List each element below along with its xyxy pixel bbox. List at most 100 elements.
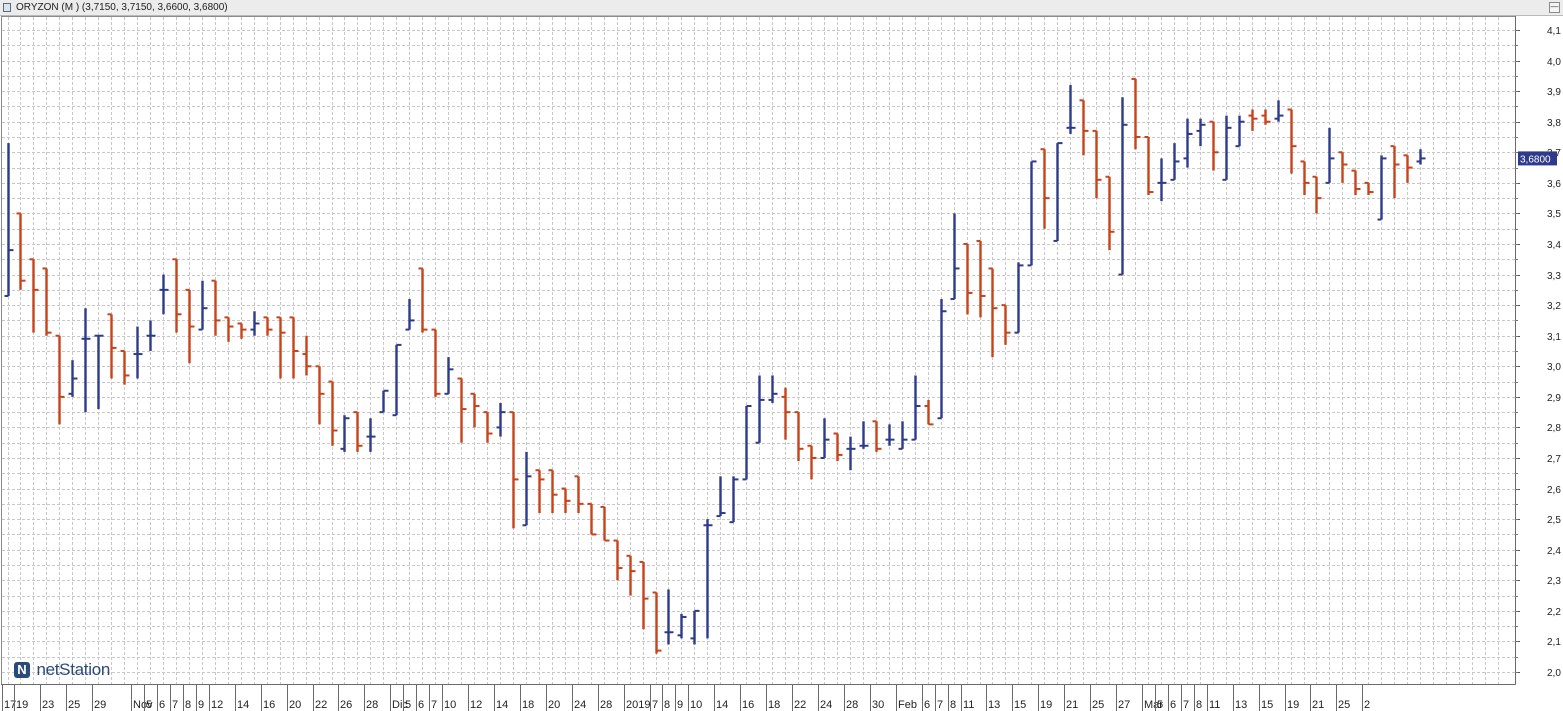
date-tick-label: 14 bbox=[237, 699, 249, 711]
date-tick-label: 19 bbox=[1287, 699, 1299, 711]
ohlc-bar bbox=[1312, 175, 1322, 214]
last-price-label: 3,6800 bbox=[1520, 154, 1551, 165]
ohlc-bar bbox=[950, 213, 960, 301]
ohlc-bar bbox=[522, 451, 532, 527]
ohlc-bars bbox=[4, 77, 1426, 654]
date-tick-label: 10 bbox=[444, 699, 456, 711]
ohlc-bar bbox=[107, 313, 117, 379]
date-tick-label: 22 bbox=[315, 699, 327, 711]
date-tick-label: Feb bbox=[898, 699, 917, 711]
date-tick-label: 21 bbox=[1312, 699, 1324, 711]
ohlc-bar bbox=[483, 411, 493, 443]
ohlc-bar bbox=[1274, 100, 1284, 122]
date-tick-label: 7 bbox=[1183, 699, 1189, 711]
ohlc-bar bbox=[1325, 127, 1335, 184]
ohlc-bar bbox=[1261, 109, 1271, 125]
ohlc-bar bbox=[1248, 109, 1258, 131]
minimize-icon[interactable]: — bbox=[1549, 2, 1560, 13]
date-tick-label: 28 bbox=[366, 699, 378, 711]
ohlc-bar bbox=[172, 258, 182, 333]
price-tick-label: 2,1 bbox=[1547, 637, 1561, 648]
ohlc-bar bbox=[885, 424, 895, 446]
ohlc-bar bbox=[1209, 120, 1219, 171]
ohlc-bar bbox=[211, 279, 221, 336]
date-tick-label: 19 bbox=[1040, 699, 1052, 711]
ohlc-bar bbox=[833, 432, 843, 462]
ohlc-bar bbox=[781, 387, 791, 440]
date-tick-label: 6 bbox=[1170, 699, 1176, 711]
date-tick-label: 9 bbox=[198, 699, 204, 711]
ohlc-bar bbox=[1144, 136, 1154, 196]
window-title: ORYZON (M ) (3,7150, 3,7150, 3,6600, 3,6… bbox=[16, 2, 228, 13]
ohlc-bar bbox=[1157, 158, 1167, 202]
date-tick-label: 30 bbox=[872, 699, 884, 711]
date-tick-label: Dic bbox=[392, 699, 408, 711]
date-tick-label: 22 bbox=[794, 699, 806, 711]
price-tick-label: 2,7 bbox=[1547, 454, 1561, 465]
ohlc-bar bbox=[263, 316, 273, 336]
ohlc-bar bbox=[768, 375, 778, 403]
ohlc-bar bbox=[68, 360, 78, 397]
date-tick-label: 2019 bbox=[626, 699, 650, 711]
date-tick-label: 27 bbox=[1118, 699, 1130, 711]
ohlc-bar bbox=[1105, 175, 1115, 251]
ohlc-bar bbox=[561, 487, 571, 514]
ohlc-bar bbox=[807, 444, 817, 480]
ohlc-bar bbox=[1066, 85, 1076, 134]
date-tick-label: 18 bbox=[768, 699, 780, 711]
ohlc-bar bbox=[94, 334, 104, 410]
ohlc-bar bbox=[1027, 160, 1037, 267]
price-axis[interactable]: 4,14,03,93,83,73,63,53,43,33,23,13,02,92… bbox=[1515, 16, 1561, 684]
ohlc-bar bbox=[159, 274, 169, 315]
ohlc-bar bbox=[16, 212, 26, 290]
price-tick-label: 3,1 bbox=[1547, 332, 1561, 343]
ohlc-bar bbox=[328, 380, 338, 446]
date-tick-label: 28 bbox=[846, 699, 858, 711]
date-tick-label: 5 bbox=[1157, 699, 1163, 711]
date-tick-label: 18 bbox=[522, 699, 534, 711]
ohlc-bar bbox=[846, 436, 856, 471]
ohlc-bar bbox=[392, 343, 402, 417]
ohlc-bar bbox=[1390, 145, 1400, 199]
ohlc-bar bbox=[315, 365, 325, 425]
ohlc-bar bbox=[29, 258, 39, 333]
ohlc-bar bbox=[1416, 149, 1426, 165]
ohlc-bar bbox=[418, 267, 428, 333]
date-tick-label: 12 bbox=[470, 699, 482, 711]
ohlc-bar bbox=[1300, 160, 1310, 196]
ohlc-bar bbox=[755, 375, 765, 444]
ohlc-bar bbox=[872, 420, 882, 452]
ohlc-bar bbox=[340, 415, 350, 452]
price-tick-label: 2,2 bbox=[1547, 607, 1561, 618]
ohlc-bar bbox=[1377, 155, 1387, 221]
plot-area bbox=[1, 16, 1516, 685]
ohlc-bar bbox=[1014, 262, 1024, 334]
ohlc-bar bbox=[289, 316, 299, 379]
price-tick-label: 3,8 bbox=[1547, 118, 1561, 129]
price-chart[interactable]: 4,14,03,93,83,73,63,53,43,33,23,13,02,92… bbox=[0, 16, 1563, 711]
ohlc-bar bbox=[548, 469, 558, 514]
date-tick-label: 24 bbox=[820, 699, 832, 711]
last-price-badge bbox=[1518, 151, 1557, 166]
date-tick-label: 7 bbox=[652, 699, 658, 711]
ohlc-bar bbox=[1222, 115, 1232, 181]
ohlc-bar bbox=[820, 418, 830, 459]
date-tick-label: 20 bbox=[548, 699, 560, 711]
ohlc-bar bbox=[1364, 181, 1374, 196]
price-tick-label: 3,9 bbox=[1547, 87, 1561, 98]
date-tick-label: 7 bbox=[937, 699, 943, 711]
ohlc-bar bbox=[677, 613, 687, 639]
ohlc-bar bbox=[742, 405, 752, 481]
price-tick-label: 3,3 bbox=[1547, 271, 1561, 282]
ohlc-bar bbox=[988, 267, 998, 358]
ohlc-bar bbox=[1196, 118, 1206, 147]
date-tick-label: 11 bbox=[1209, 699, 1220, 711]
date-tick-label: 26 bbox=[340, 699, 352, 711]
price-tick-label: 3,6 bbox=[1547, 179, 1561, 190]
netstation-logo-icon: N bbox=[14, 662, 30, 678]
ohlc-bar bbox=[509, 411, 519, 529]
ohlc-bar bbox=[976, 239, 986, 318]
date-tick-label: Mar bbox=[1144, 699, 1163, 711]
ohlc-bar bbox=[133, 326, 143, 379]
